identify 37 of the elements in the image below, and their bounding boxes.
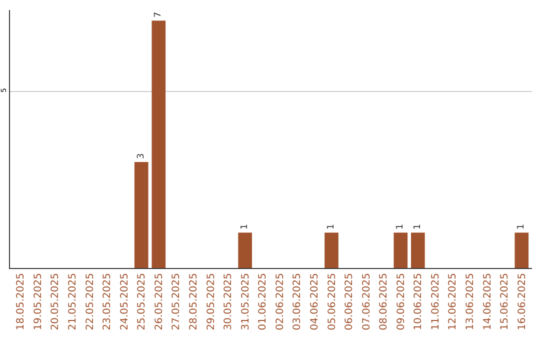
data-label: 3	[136, 153, 146, 159]
x-tick-label: 25.05.2025	[136, 273, 148, 330]
x-tick-label: 16.06.2025	[516, 273, 528, 330]
x-tick-label: 10.06.2025	[413, 273, 424, 330]
x-tick-label: 01.06.2025	[258, 273, 269, 330]
x-tick-label: 05.06.2025	[326, 273, 338, 330]
x-tick-label: 07.06.2025	[361, 273, 372, 330]
x-tick-label: 18.05.2025	[16, 273, 27, 330]
x-tick-label: 08.06.2025	[378, 273, 390, 330]
data-label: 1	[516, 224, 527, 230]
x-tick-label: 19.05.2025	[32, 273, 44, 330]
x-tick-label: 24.05.2025	[119, 273, 130, 330]
x-tick-label: 14.06.2025	[482, 273, 494, 330]
x-tick-label: 30.05.2025	[223, 273, 234, 330]
x-tick-label: 06.06.2025	[344, 273, 356, 330]
x-tick-label: 11.06.2025	[430, 273, 442, 330]
x-tick-label: 03.06.2025	[292, 273, 304, 330]
x-tick-label: 13.06.2025	[465, 273, 476, 330]
x-tick-label: 22.05.2025	[84, 273, 96, 330]
x-tick-label: 20.05.2025	[50, 273, 62, 330]
x-tick-label: 23.05.2025	[102, 273, 114, 330]
x-tick-label: 15.06.2025	[500, 273, 511, 330]
x-tick-label: 04.06.2025	[309, 273, 320, 330]
data-label: 7	[154, 12, 164, 18]
x-tick-label: 29.05.2025	[206, 273, 217, 330]
x-tick-label: 26.05.2025	[154, 273, 165, 330]
data-label: 1	[240, 224, 250, 230]
x-tick-label: 28.05.2025	[188, 273, 200, 330]
data-label: 1	[412, 224, 423, 230]
data-label: 1	[326, 224, 336, 230]
x-tick-label: 31.05.2025	[240, 273, 252, 330]
x-tick-label: 02.06.2025	[274, 273, 286, 330]
data-label: 1	[396, 224, 406, 230]
x-tick-label: 09.06.2025	[396, 273, 407, 330]
x-tick-label: 21.05.2025	[67, 273, 78, 330]
x-tick-label: 12.06.2025	[448, 273, 459, 330]
x-tick-label: 27.05.2025	[171, 273, 182, 330]
